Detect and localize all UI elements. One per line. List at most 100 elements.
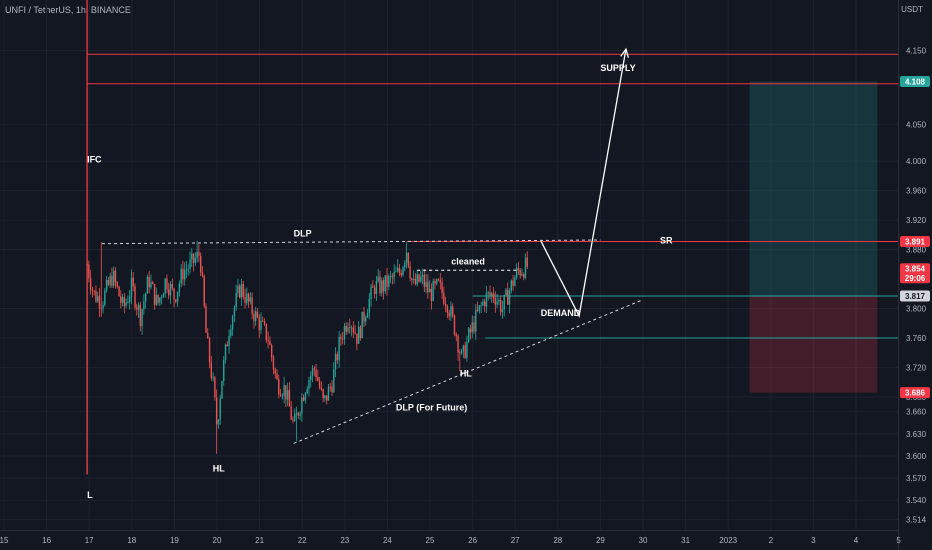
long-position-box[interactable] bbox=[749, 81, 878, 393]
annotation-label: SR bbox=[660, 236, 673, 246]
candle-body bbox=[498, 299, 500, 302]
candle-body bbox=[306, 389, 308, 394]
candle-body bbox=[523, 274, 525, 278]
candle-body bbox=[510, 280, 512, 291]
candle-body bbox=[352, 327, 355, 333]
candle-body bbox=[340, 337, 342, 339]
candle-body bbox=[414, 278, 417, 285]
candle-body bbox=[121, 296, 124, 303]
candle-body bbox=[398, 267, 401, 273]
candle-body bbox=[201, 271, 204, 277]
candle-body bbox=[467, 328, 470, 342]
price-tick-label: 3.660 bbox=[906, 408, 927, 417]
candle-body bbox=[524, 257, 527, 278]
candle-body bbox=[347, 327, 349, 332]
time-tick-label: 29 bbox=[596, 536, 605, 545]
candle-body bbox=[391, 275, 394, 278]
candle-body bbox=[155, 294, 157, 305]
position-loss-zone[interactable] bbox=[749, 296, 878, 393]
candle-body bbox=[141, 309, 143, 327]
candle-body bbox=[492, 293, 495, 299]
time-tick-label: 19 bbox=[170, 536, 179, 545]
candle-body bbox=[327, 386, 330, 401]
position-profit-zone[interactable] bbox=[749, 81, 878, 297]
price-badge-text: 4.108 bbox=[905, 78, 926, 87]
price-tick-label: 4.000 bbox=[906, 157, 927, 166]
candle-body bbox=[171, 284, 173, 289]
candle-body bbox=[288, 390, 291, 407]
candle-body bbox=[489, 292, 491, 296]
candle-body bbox=[237, 285, 239, 294]
candle-body bbox=[437, 279, 440, 281]
time-tick-label: 31 bbox=[681, 536, 690, 545]
candle-body bbox=[457, 336, 459, 353]
candle-body bbox=[400, 272, 402, 276]
candle-body bbox=[95, 291, 97, 302]
price-badge bbox=[900, 387, 930, 399]
candle-body bbox=[302, 397, 305, 401]
candle-body bbox=[157, 294, 159, 303]
time-tick-label: 17 bbox=[85, 536, 94, 545]
price-badge bbox=[900, 235, 930, 247]
annotation-label: L bbox=[87, 490, 93, 500]
candle-body bbox=[450, 306, 452, 317]
candle-body bbox=[350, 327, 353, 329]
candle-body bbox=[111, 275, 113, 286]
candle-body bbox=[168, 289, 170, 296]
candle-body bbox=[278, 379, 280, 395]
price-tick-label: 3.880 bbox=[906, 246, 927, 255]
candle-body bbox=[471, 322, 473, 333]
candle-body bbox=[178, 283, 181, 292]
candle-body bbox=[228, 335, 230, 347]
candle-body bbox=[244, 296, 246, 304]
price-badge-text: 3.891 bbox=[905, 237, 926, 246]
candle-body bbox=[294, 413, 296, 421]
candle-body bbox=[469, 328, 472, 333]
candle-body bbox=[215, 397, 218, 425]
candle-body bbox=[434, 281, 436, 284]
candle-body bbox=[203, 276, 205, 307]
time-axis[interactable]: 15 16 17 18 19 20 21 22 23 24 25 26 27 28 29 30 31 2023 2 3… bbox=[0, 530, 901, 546]
candle-body bbox=[91, 289, 94, 291]
price-badge bbox=[900, 290, 930, 302]
candle-body bbox=[336, 354, 339, 361]
candle-body bbox=[283, 385, 285, 396]
candle-body bbox=[452, 306, 454, 316]
candle-body bbox=[382, 280, 385, 292]
price-tick-label: 3.514 bbox=[906, 515, 927, 524]
candle-body bbox=[120, 296, 122, 303]
price-tick-label: 3.600 bbox=[906, 452, 927, 461]
candle-body bbox=[97, 296, 99, 302]
candle-body bbox=[444, 303, 447, 307]
annotation-label: HL bbox=[460, 368, 472, 378]
candle-body bbox=[384, 275, 386, 292]
candle-body bbox=[100, 308, 102, 310]
candle-body bbox=[290, 406, 292, 420]
candle-body bbox=[411, 278, 413, 281]
candle-body bbox=[491, 293, 493, 296]
candle-body bbox=[329, 386, 331, 388]
candle-body bbox=[274, 369, 276, 374]
candle-body bbox=[441, 282, 443, 294]
candle-body bbox=[478, 305, 481, 311]
candle-body bbox=[428, 288, 431, 293]
candle-body bbox=[86, 264, 88, 266]
candle-body bbox=[276, 373, 278, 380]
candle-body bbox=[269, 341, 271, 345]
time-tick-label: 2023 bbox=[719, 536, 737, 545]
price-badge bbox=[900, 263, 930, 284]
candle-body bbox=[265, 323, 268, 341]
candle-body bbox=[313, 368, 315, 370]
candle-body bbox=[375, 281, 378, 295]
price-badge-countdown: 29:06 bbox=[905, 274, 926, 283]
candle-body bbox=[464, 345, 466, 358]
candle-body bbox=[88, 264, 90, 278]
candle-body bbox=[356, 333, 358, 344]
candle-body bbox=[139, 304, 142, 327]
dlp-future-trendline bbox=[293, 299, 644, 444]
candle-body bbox=[132, 277, 134, 287]
candle-body bbox=[421, 274, 424, 277]
candle-body bbox=[354, 332, 356, 334]
candle-body bbox=[297, 412, 299, 416]
